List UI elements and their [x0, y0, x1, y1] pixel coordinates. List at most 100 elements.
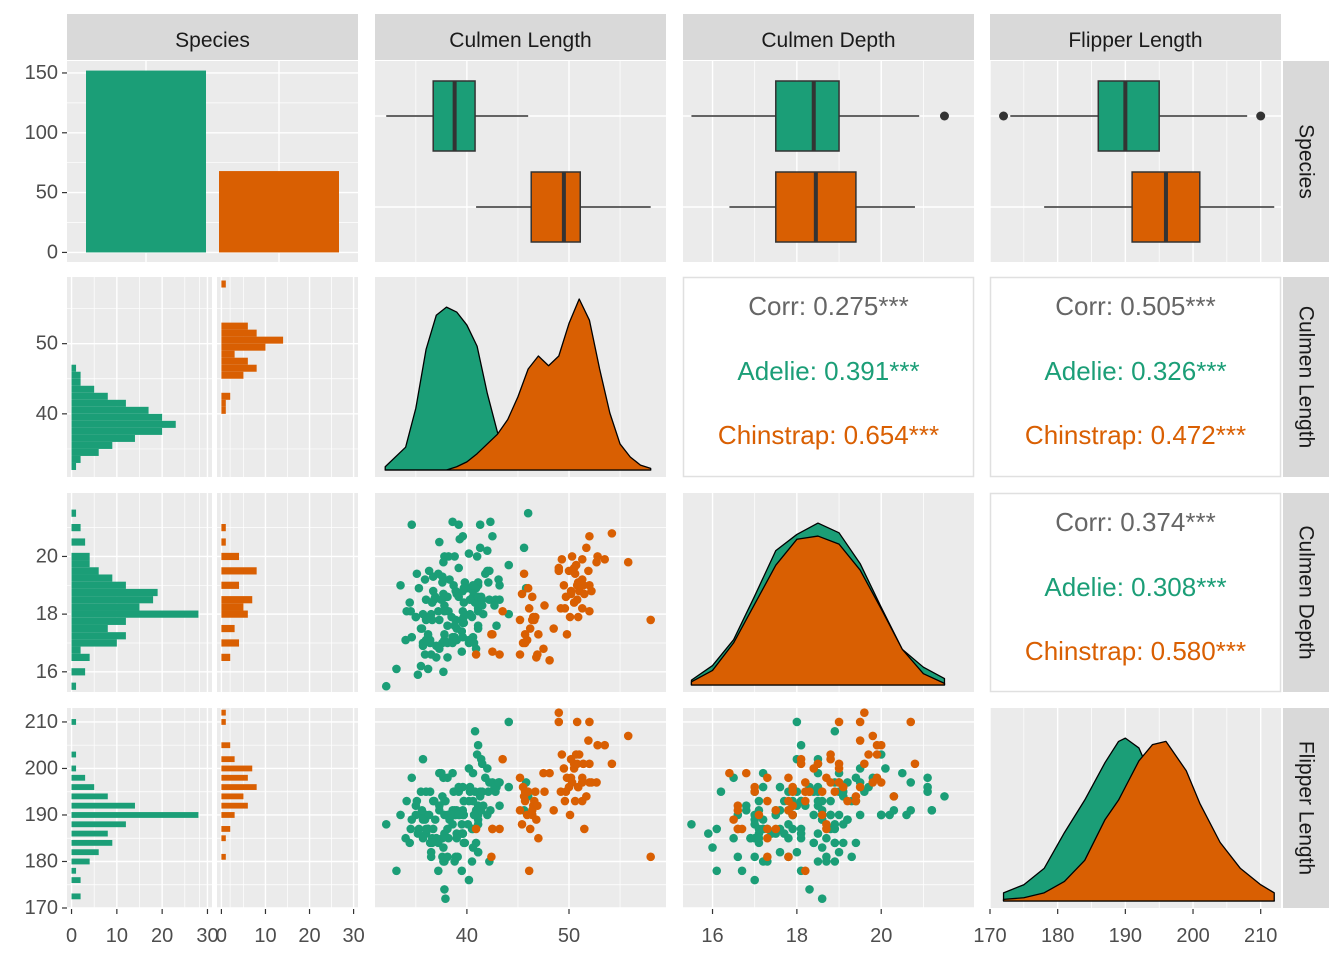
scatter-point	[470, 726, 480, 736]
scatter-point	[754, 824, 764, 834]
hist-bin	[221, 756, 235, 763]
scatter-point	[545, 655, 554, 665]
scatter-point	[421, 615, 431, 625]
scatter-point	[801, 796, 810, 806]
scatter-point	[471, 824, 481, 834]
hist-bin	[71, 867, 77, 874]
scatter-adelie	[381, 508, 533, 691]
scatter-point	[868, 731, 878, 741]
right-strip-culmen-depth: Culmen Depth	[1283, 493, 1329, 692]
scatter-point	[517, 589, 527, 599]
box	[775, 80, 840, 152]
scatter-point	[458, 782, 468, 792]
hist-bin	[71, 682, 77, 690]
scatter-point	[578, 580, 588, 590]
scatter-point	[771, 824, 781, 834]
scatter-point	[392, 866, 401, 876]
strip-bg	[375, 14, 666, 60]
scatter-point	[454, 810, 464, 820]
scatter-point	[587, 586, 596, 596]
scatter-point	[570, 796, 580, 806]
scatter-point	[421, 824, 431, 834]
scatter-point	[561, 787, 571, 797]
scatter-point	[495, 824, 504, 834]
scatter-point	[454, 592, 464, 602]
hist-bin	[71, 624, 108, 633]
y-tick-label-culmen-depth: 20	[36, 545, 58, 567]
scatter-point	[414, 583, 424, 593]
scatter-point	[488, 647, 497, 656]
scatter-point	[458, 829, 468, 838]
hist-bin	[71, 793, 108, 800]
x-tick-label-flipper-length: 200	[1176, 925, 1209, 947]
scatter-point	[523, 583, 533, 593]
scatter-point	[830, 838, 840, 848]
scatter-point	[468, 580, 478, 590]
hist-bin	[221, 552, 240, 561]
scatter-point	[515, 773, 525, 783]
hist-bin	[71, 839, 113, 846]
scatter-point	[423, 664, 433, 674]
scatter-point	[796, 754, 806, 764]
hist-bin	[221, 364, 257, 372]
scatter-point	[712, 866, 722, 876]
y-tick-label-flipper-length: 210	[25, 711, 58, 733]
hist-bin	[221, 624, 235, 633]
scatter-point	[571, 560, 581, 570]
scatter-point	[539, 644, 548, 654]
hist-bin	[221, 596, 253, 604]
strip-label: Culmen Depth	[1295, 525, 1318, 659]
hist-bin	[221, 784, 257, 790]
scatter-point	[454, 563, 464, 573]
scatter-point	[411, 612, 421, 622]
hist-bin	[221, 774, 248, 781]
hist-bin	[71, 552, 90, 561]
scatter-point	[465, 782, 475, 792]
scatter-point	[467, 612, 477, 622]
scatter-point	[910, 759, 920, 769]
scatter-point	[585, 531, 594, 541]
scatter-point	[607, 759, 617, 769]
scatter-point	[477, 787, 487, 797]
scatter-point	[435, 537, 444, 547]
scatter-point	[421, 787, 431, 797]
scatter-point	[851, 792, 861, 801]
scatter-point	[475, 520, 485, 530]
scatter-point	[527, 615, 537, 625]
scatter-point	[447, 810, 456, 820]
scatter-point	[813, 796, 823, 806]
scatter-point	[464, 764, 474, 773]
scatter-point	[532, 815, 541, 824]
scatter-point	[923, 773, 932, 783]
scatter-point	[412, 569, 422, 579]
boxplot-adelie	[386, 80, 529, 152]
y-tick-label-count: 100	[25, 122, 58, 144]
scatter-point	[763, 796, 772, 806]
scatter-point	[467, 857, 477, 866]
y-tick-label-culmen-length: 50	[36, 333, 58, 355]
scatter-chinstrap	[725, 708, 920, 876]
hist-bin	[221, 399, 226, 407]
hist-bin	[71, 751, 77, 758]
scatter-point	[817, 787, 827, 797]
outlier-point	[939, 111, 949, 121]
scatter-point	[495, 595, 504, 605]
histogram-chinstrap	[221, 524, 257, 661]
scatter-point	[487, 852, 496, 862]
panel-corr-length-depth: Corr: 0.275*** Adelie: 0.391*** Chinstrap:…	[682, 276, 975, 478]
scatter-point	[570, 569, 580, 579]
hist-bin	[221, 812, 235, 818]
scatter-point	[472, 552, 482, 561]
scatter-point	[729, 815, 738, 824]
top-strip-species: Species	[67, 14, 358, 60]
histogram-adelie	[71, 364, 176, 470]
scatter-point	[577, 555, 587, 564]
scatter-point	[445, 575, 454, 584]
x-tick-label-count-chinstrap: 0	[216, 925, 227, 947]
scatter-point	[737, 824, 747, 834]
scatter-point	[763, 773, 772, 783]
strip-bg	[683, 14, 974, 60]
hist-bin	[221, 392, 231, 400]
